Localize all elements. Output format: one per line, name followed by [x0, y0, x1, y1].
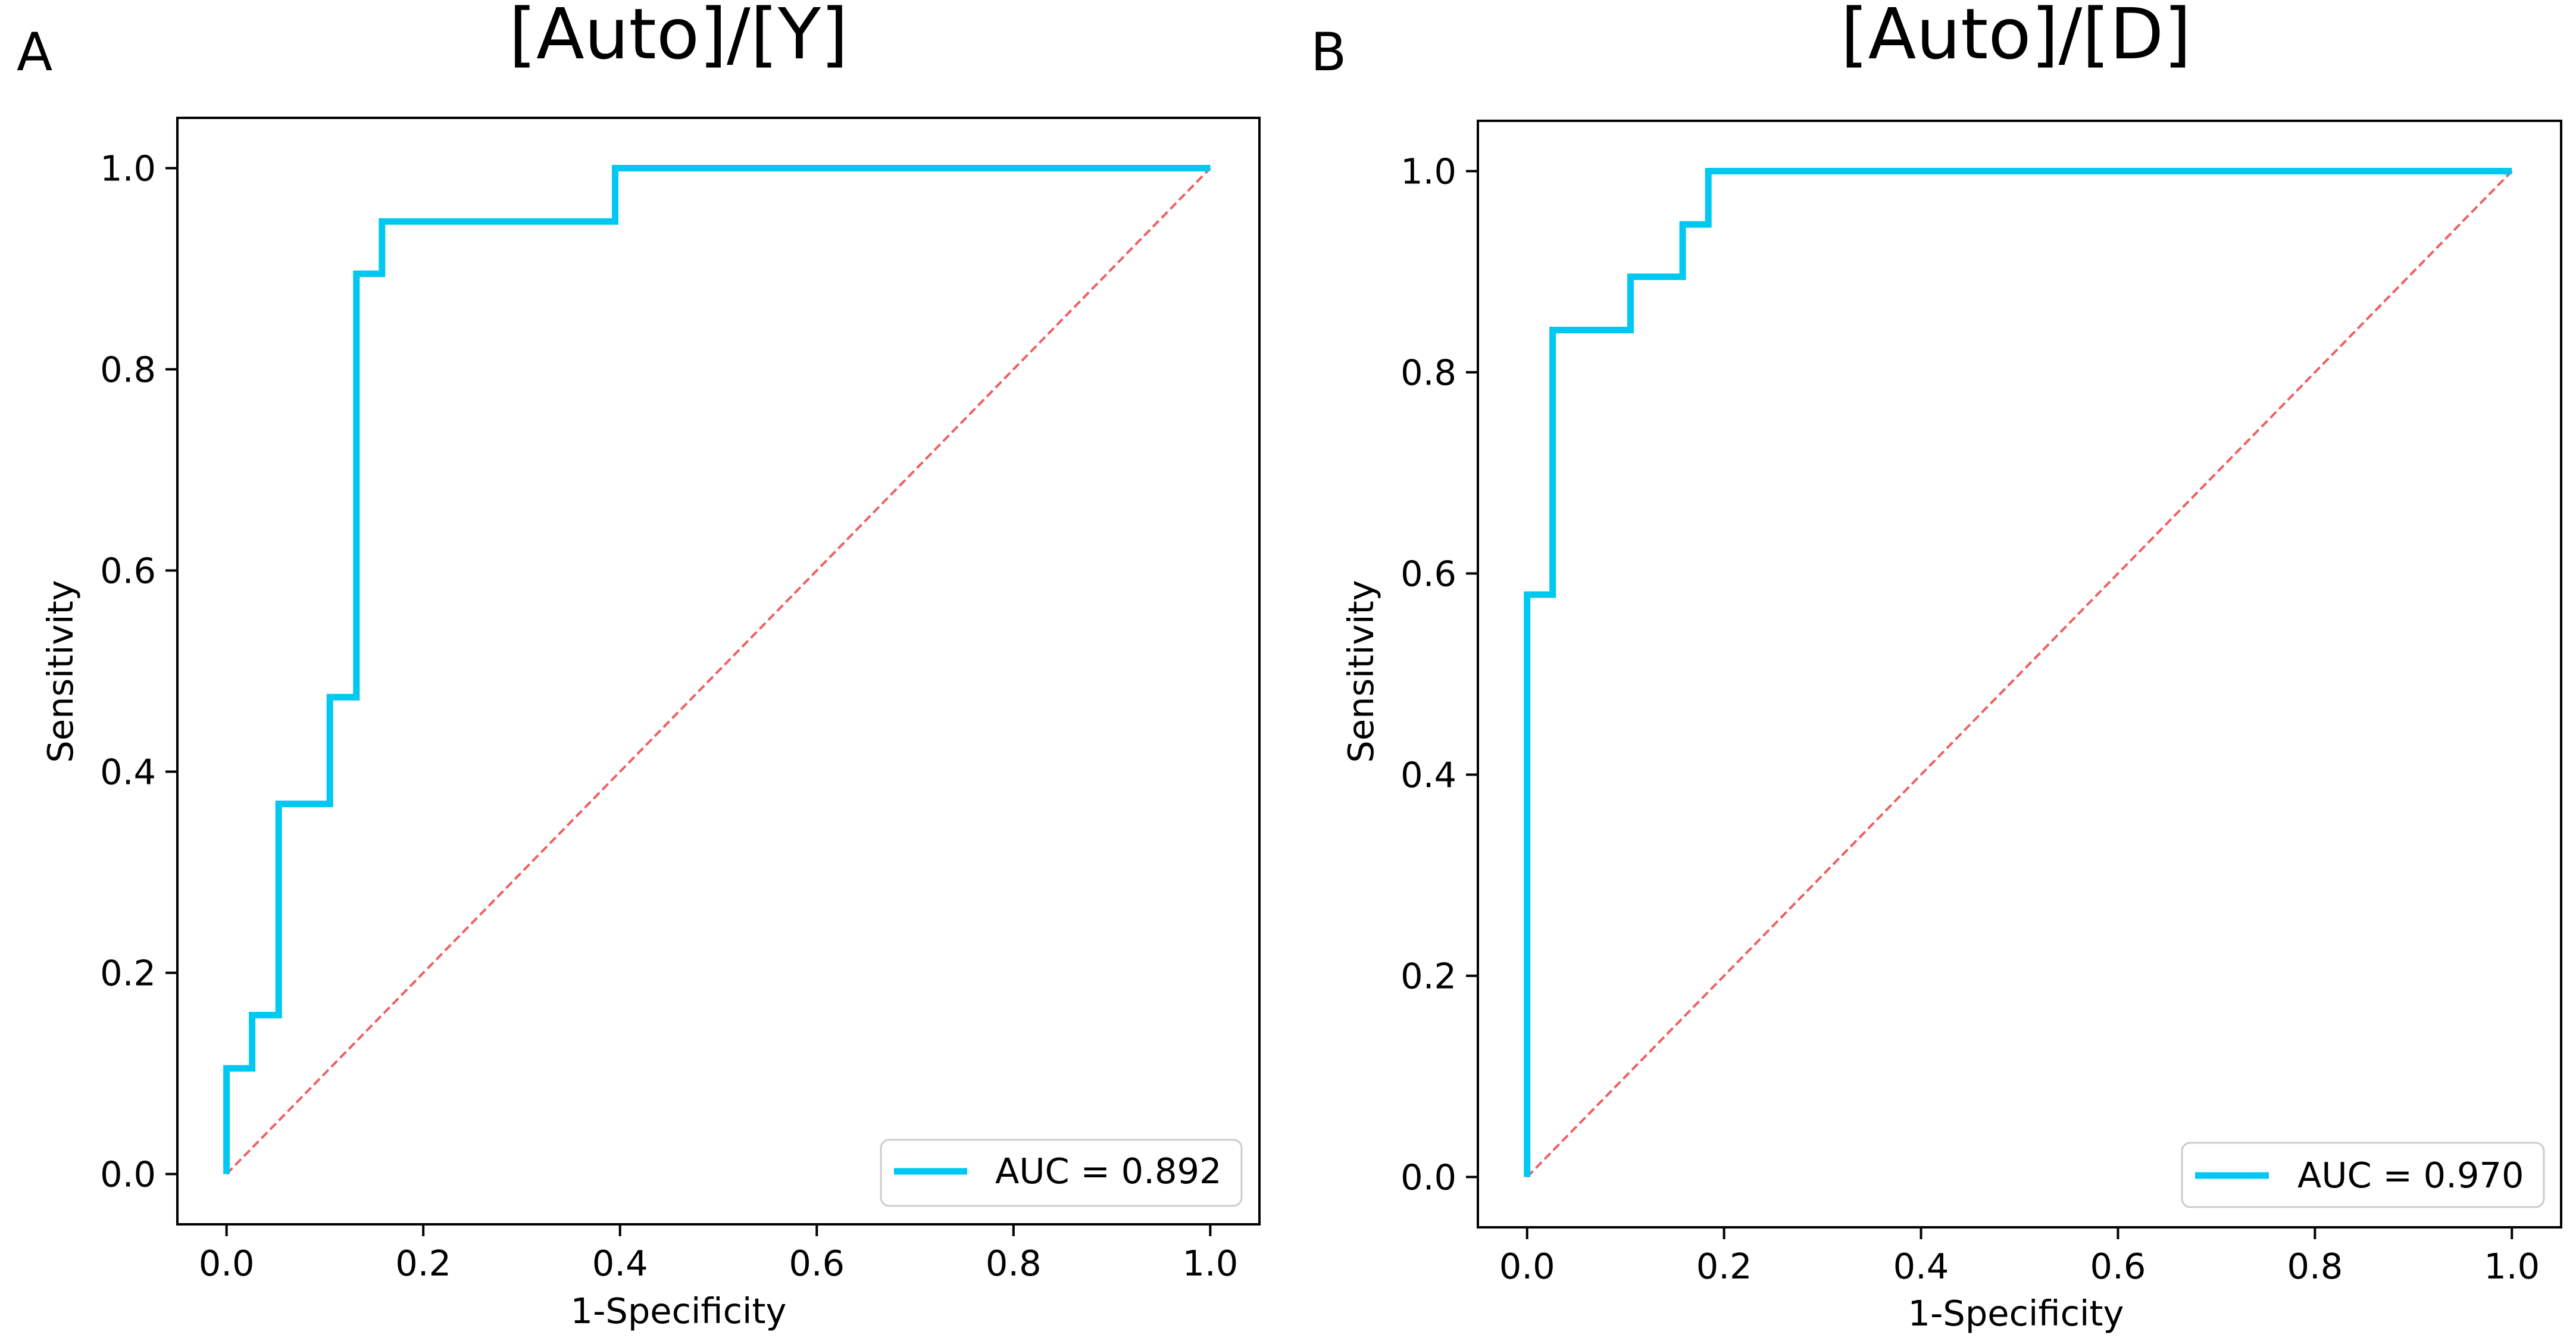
x-tick-label: 0.6 [2090, 1246, 2146, 1287]
y-tick-label: 0.0 [1400, 1157, 1456, 1198]
x-tick-label: 0.2 [1696, 1246, 1752, 1287]
plot-frame [176, 117, 1261, 1226]
roc-panel-a: A [Auto]/[Y] 1-Specificity Sensitivity 0… [17, 0, 1261, 1331]
tick-layer: 0.0 0.2 0.4 0.6 0.8 1.0 0.0 0.2 0.4 0.6 0.8 1.0 [100, 148, 1238, 1284]
tick-layer: 0.0 0.2 0.4 0.6 0.8 1.0 0.0 0.2 0.4 0.6 0.8 1.0 [1400, 151, 2540, 1287]
x-tick-label: 0.8 [986, 1243, 1042, 1284]
legend: AUC = 0.892 [880, 1139, 1243, 1207]
y-tick-label: 0.6 [100, 551, 156, 592]
y-axis-label: Sensitivity [40, 580, 81, 762]
plot-frame [1477, 120, 2562, 1228]
y-tick-label: 0.4 [100, 752, 156, 793]
x-tick-label: 0.4 [1893, 1246, 1949, 1287]
legend-label: AUC = 0.970 [2297, 1155, 2524, 1196]
x-tick-label: 0.6 [789, 1243, 845, 1284]
y-axis-label: Sensitivity [1340, 580, 1381, 762]
x-tick-label: 0.0 [1499, 1246, 1555, 1287]
x-tick-label: 0.2 [395, 1243, 451, 1284]
legend: AUC = 0.970 [2181, 1142, 2545, 1208]
x-tick-label: 0.0 [199, 1243, 255, 1284]
y-tick-label: 0.8 [1400, 352, 1456, 393]
y-tick-label: 1.0 [100, 148, 156, 189]
chart-title: [Auto]/[Y] [509, 0, 848, 75]
x-tick-label: 1.0 [2484, 1246, 2540, 1287]
y-tick-label: 0.8 [100, 349, 156, 390]
roc-curve-line [1524, 168, 2512, 1177]
x-tick-label: 0.8 [2287, 1246, 2343, 1287]
legend-label: AUC = 0.892 [995, 1151, 1222, 1192]
plot-area [1524, 168, 2513, 1178]
roc-curve-line [223, 165, 1211, 1174]
roc-panel-b: B [Auto]/[D] 1-Specificity Sensitivity 0… [1311, 0, 2562, 1334]
plot-area [223, 165, 1211, 1175]
x-axis-label: 1-Specificity [571, 1290, 787, 1331]
panel-label: A [17, 21, 52, 83]
x-tick-label: 1.0 [1182, 1243, 1238, 1284]
panel-label: B [1311, 21, 1346, 83]
y-tick-label: 0.2 [1400, 956, 1456, 997]
chance-diagonal-line [226, 167, 1211, 1175]
legend-box [2181, 1142, 2545, 1208]
x-tick-label: 0.4 [592, 1243, 648, 1284]
x-axis-label: 1-Specificity [1908, 1293, 2124, 1334]
y-tick-label: 0.4 [1400, 755, 1456, 796]
legend-box [880, 1139, 1243, 1207]
y-tick-label: 1.0 [1400, 151, 1456, 192]
y-tick-label: 0.2 [100, 953, 156, 994]
chance-diagonal-line [1526, 170, 2513, 1178]
y-tick-label: 0.0 [100, 1154, 156, 1195]
chart-title: [Auto]/[D] [1841, 0, 2192, 75]
y-tick-label: 0.6 [1400, 554, 1456, 595]
